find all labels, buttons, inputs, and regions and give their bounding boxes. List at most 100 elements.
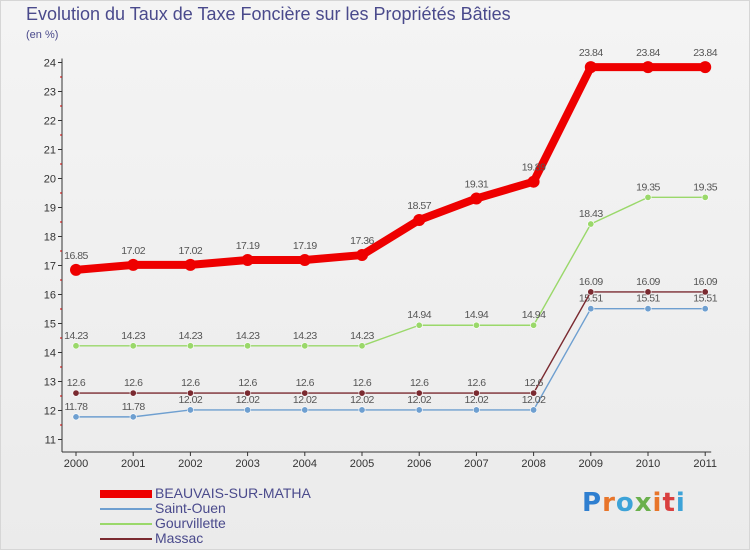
data-point (701, 288, 709, 296)
y-tick-label: 23 (44, 87, 56, 99)
data-point (358, 406, 366, 414)
x-tick-label: 2008 (521, 458, 545, 470)
data-label: 16.09 (636, 276, 660, 288)
data-label: 11.78 (122, 401, 146, 413)
legend-label: Gourvillette (155, 515, 226, 531)
data-point (127, 258, 140, 271)
data-point (530, 389, 538, 397)
series-line (75, 291, 706, 394)
data-label: 19.31 (465, 179, 489, 191)
data-point (413, 213, 426, 226)
data-point (72, 413, 80, 421)
data-label: 19.35 (693, 181, 717, 193)
y-tick-label: 15 (44, 319, 56, 331)
data-label: 14.94 (522, 309, 546, 321)
y-tick-label: 16 (44, 290, 56, 302)
data-point (587, 220, 595, 228)
data-label: 18.57 (407, 200, 431, 212)
legend-label: Saint-Ouen (155, 500, 226, 516)
data-point (470, 192, 483, 205)
data-point (244, 342, 252, 350)
data-label: 12.02 (293, 394, 317, 406)
logo-letter: t (662, 488, 676, 518)
data-point (415, 321, 423, 329)
data-label: 12.02 (465, 394, 489, 406)
data-point (701, 193, 709, 201)
data-label: 17.19 (293, 240, 317, 252)
data-label: 12.02 (236, 394, 260, 406)
y-tick-label: 20 (44, 174, 56, 186)
data-point (701, 305, 709, 313)
logo-letter: P (582, 488, 603, 518)
data-point (241, 253, 254, 266)
data-point (72, 389, 80, 397)
y-tick-label: 19 (44, 203, 56, 215)
data-label: 12.02 (407, 394, 431, 406)
logo-letter: i (675, 488, 686, 518)
x-tick-label: 2004 (293, 458, 317, 470)
logo-letter: o (615, 488, 635, 518)
x-tick-label: 2011 (693, 458, 717, 470)
data-point (186, 342, 194, 350)
series-line (75, 196, 706, 347)
data-label: 16.85 (64, 250, 88, 262)
y-tick-label: 18 (44, 232, 56, 244)
data-point (644, 193, 652, 201)
x-tick-label: 2000 (64, 458, 88, 470)
legend-label: BEAUVAIS-SUR-MATHA (155, 485, 311, 501)
x-tick-label: 2005 (350, 458, 374, 470)
data-label: 23.84 (636, 47, 660, 59)
data-point (184, 258, 197, 271)
data-label: 14.94 (465, 309, 489, 321)
y-tick-label: 24 (44, 58, 56, 70)
data-label: 14.23 (64, 330, 88, 342)
data-point (356, 249, 368, 262)
x-tick-label: 2003 (235, 458, 259, 470)
data-point (644, 305, 652, 313)
data-label: 23.84 (579, 47, 603, 59)
data-point (129, 389, 137, 397)
data-point (244, 406, 252, 414)
data-label: 14.94 (407, 309, 431, 321)
data-label: 14.23 (236, 330, 260, 342)
data-label: 16.09 (579, 276, 603, 288)
series-line (75, 308, 706, 418)
data-point (587, 305, 595, 313)
y-tick-label: 13 (44, 377, 56, 389)
data-point (642, 61, 654, 74)
y-tick-label: 21 (44, 145, 56, 157)
y-tick-label: 11 (45, 435, 56, 447)
data-label: 12.6 (124, 377, 143, 389)
data-point (186, 389, 194, 397)
y-tick-label: 17 (44, 261, 56, 273)
data-label: 14.23 (179, 330, 203, 342)
data-label: 12.6 (524, 377, 543, 389)
data-label: 12.02 (350, 394, 374, 406)
proxiti-logo: Proxiti (582, 488, 686, 518)
data-point (472, 389, 480, 397)
x-tick-label: 2006 (407, 458, 431, 470)
data-point (298, 253, 311, 266)
x-tick-label: 2001 (121, 458, 145, 470)
data-point (70, 263, 82, 276)
logo-letter: i (652, 488, 663, 518)
data-label: 23.84 (693, 47, 717, 59)
data-label: 12.6 (353, 377, 372, 389)
data-point (186, 406, 194, 414)
data-label: 12.6 (296, 377, 315, 389)
data-label: 17.36 (350, 235, 374, 247)
data-point (699, 61, 712, 74)
data-label: 17.02 (121, 245, 145, 257)
data-label: 14.23 (121, 330, 145, 342)
data-label: 12.6 (181, 377, 200, 389)
data-label: 12.02 (522, 394, 546, 406)
data-point (244, 389, 252, 397)
data-label: 12.02 (179, 394, 203, 406)
chart-unit-label: (en %) (26, 29, 59, 41)
data-label: 14.23 (293, 330, 317, 342)
y-tick-label: 12 (44, 406, 56, 418)
logo-letter: r (602, 488, 616, 518)
data-point (587, 288, 595, 296)
